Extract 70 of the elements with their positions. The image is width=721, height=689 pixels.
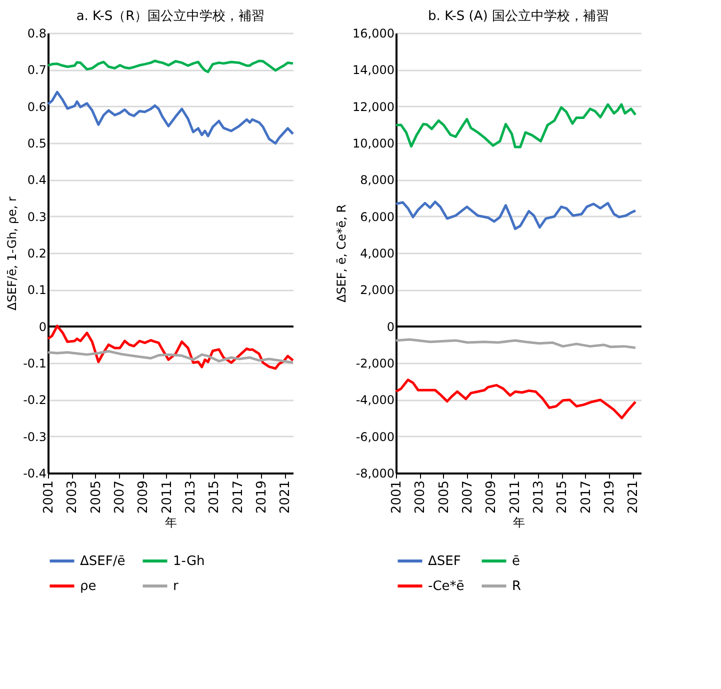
legend-label: ē xyxy=(512,554,520,569)
y-tick-label: 0 xyxy=(386,320,394,334)
x-tick-label: 2009 xyxy=(136,480,152,514)
x-tick-label: 2011 xyxy=(508,480,523,514)
x-tick-label: 2013 xyxy=(184,480,199,514)
y-tick-label: 0.2 xyxy=(27,246,46,260)
y-tick-label: -0.2 xyxy=(23,393,46,408)
y-tick-label: 0 xyxy=(38,320,46,334)
legend-label: R xyxy=(512,579,522,594)
line-series xyxy=(46,350,294,364)
y-tick-label: -8,000 xyxy=(356,466,394,480)
x-tick-label: 2019 xyxy=(254,480,270,514)
x-tick-label: 2003 xyxy=(413,480,428,514)
legend-label: ΔSEF xyxy=(428,554,461,569)
y-tick-label: 0.6 xyxy=(27,100,46,114)
x-tick-label: 2017 xyxy=(230,480,246,514)
y-tick-label: 4,000 xyxy=(360,246,394,260)
y-axis-title: ΔSEF, ē, Ce*ē, R xyxy=(334,204,349,303)
x-tick-label: 2011 xyxy=(160,480,175,514)
y-tick-label: -6,000 xyxy=(356,430,394,444)
x-tick-label: 2001 xyxy=(42,480,56,514)
y-tick-label: 16,000 xyxy=(352,26,394,40)
legend-label: -Ce*ē xyxy=(428,579,464,594)
x-tick-label: 2007 xyxy=(112,480,128,514)
x-tick-label: 2021 xyxy=(626,480,642,514)
y-tick-label: -2,000 xyxy=(356,356,394,370)
y-tick-label: -0.3 xyxy=(23,430,46,444)
x-tick-label: 2019 xyxy=(602,480,618,514)
y-tick-label: 0.4 xyxy=(27,173,46,188)
y-axis-title: ΔSEF/ē, 1-Gh, ρe, r xyxy=(5,196,20,310)
x-tick-label: 2001 xyxy=(390,480,404,514)
legend-label: ρe xyxy=(80,579,96,594)
y-tick-label: -0.1 xyxy=(23,356,46,370)
y-tick-label: 12,000 xyxy=(352,100,394,114)
y-tick-label: 0.3 xyxy=(27,210,46,224)
x-tick-label: 2013 xyxy=(532,480,547,514)
legend-label: ΔSEF/ē xyxy=(80,554,126,569)
y-tick-label: 2,000 xyxy=(360,283,394,298)
x-tick-label: 2021 xyxy=(278,480,294,514)
x-tick-label: 2015 xyxy=(555,480,570,514)
y-tick-label: 0.8 xyxy=(27,26,46,40)
x-tick-label: 2003 xyxy=(65,480,80,514)
y-tick-label: 0.5 xyxy=(27,136,46,150)
y-tick-label: 6,000 xyxy=(360,210,394,224)
y-tick-label: 10,000 xyxy=(352,136,394,150)
y-tick-label: 14,000 xyxy=(352,63,394,78)
y-tick-label: -4,000 xyxy=(356,393,394,408)
line-series xyxy=(394,338,637,350)
x-axis-title: 年 xyxy=(165,516,177,530)
x-tick-label: 2015 xyxy=(207,480,222,514)
line-series xyxy=(394,103,637,148)
line-series xyxy=(46,90,294,145)
chart-title: b. K-S (A) 国公立中学校，補習 xyxy=(428,8,609,24)
y-tick-label: 0.1 xyxy=(27,283,46,298)
x-axis-title: 年 xyxy=(513,516,525,530)
chart-title: a. K-S（R）国公立中学校，補習 xyxy=(76,8,265,24)
x-tick-label: 2005 xyxy=(436,480,452,514)
x-tick-label: 2005 xyxy=(88,480,104,514)
x-tick-label: 2009 xyxy=(484,480,500,514)
legend-label: 1-Gh xyxy=(173,554,205,569)
line-series xyxy=(394,378,637,420)
line-series xyxy=(394,200,637,230)
x-tick-label: 2017 xyxy=(578,480,594,514)
line-series xyxy=(46,324,294,370)
x-tick-label: 2007 xyxy=(460,480,476,514)
y-tick-label: 0.7 xyxy=(27,63,46,78)
y-tick-label: -0.4 xyxy=(23,466,46,480)
line-series xyxy=(46,60,294,74)
legend-label: r xyxy=(173,579,179,594)
y-tick-label: 8,000 xyxy=(360,173,394,188)
